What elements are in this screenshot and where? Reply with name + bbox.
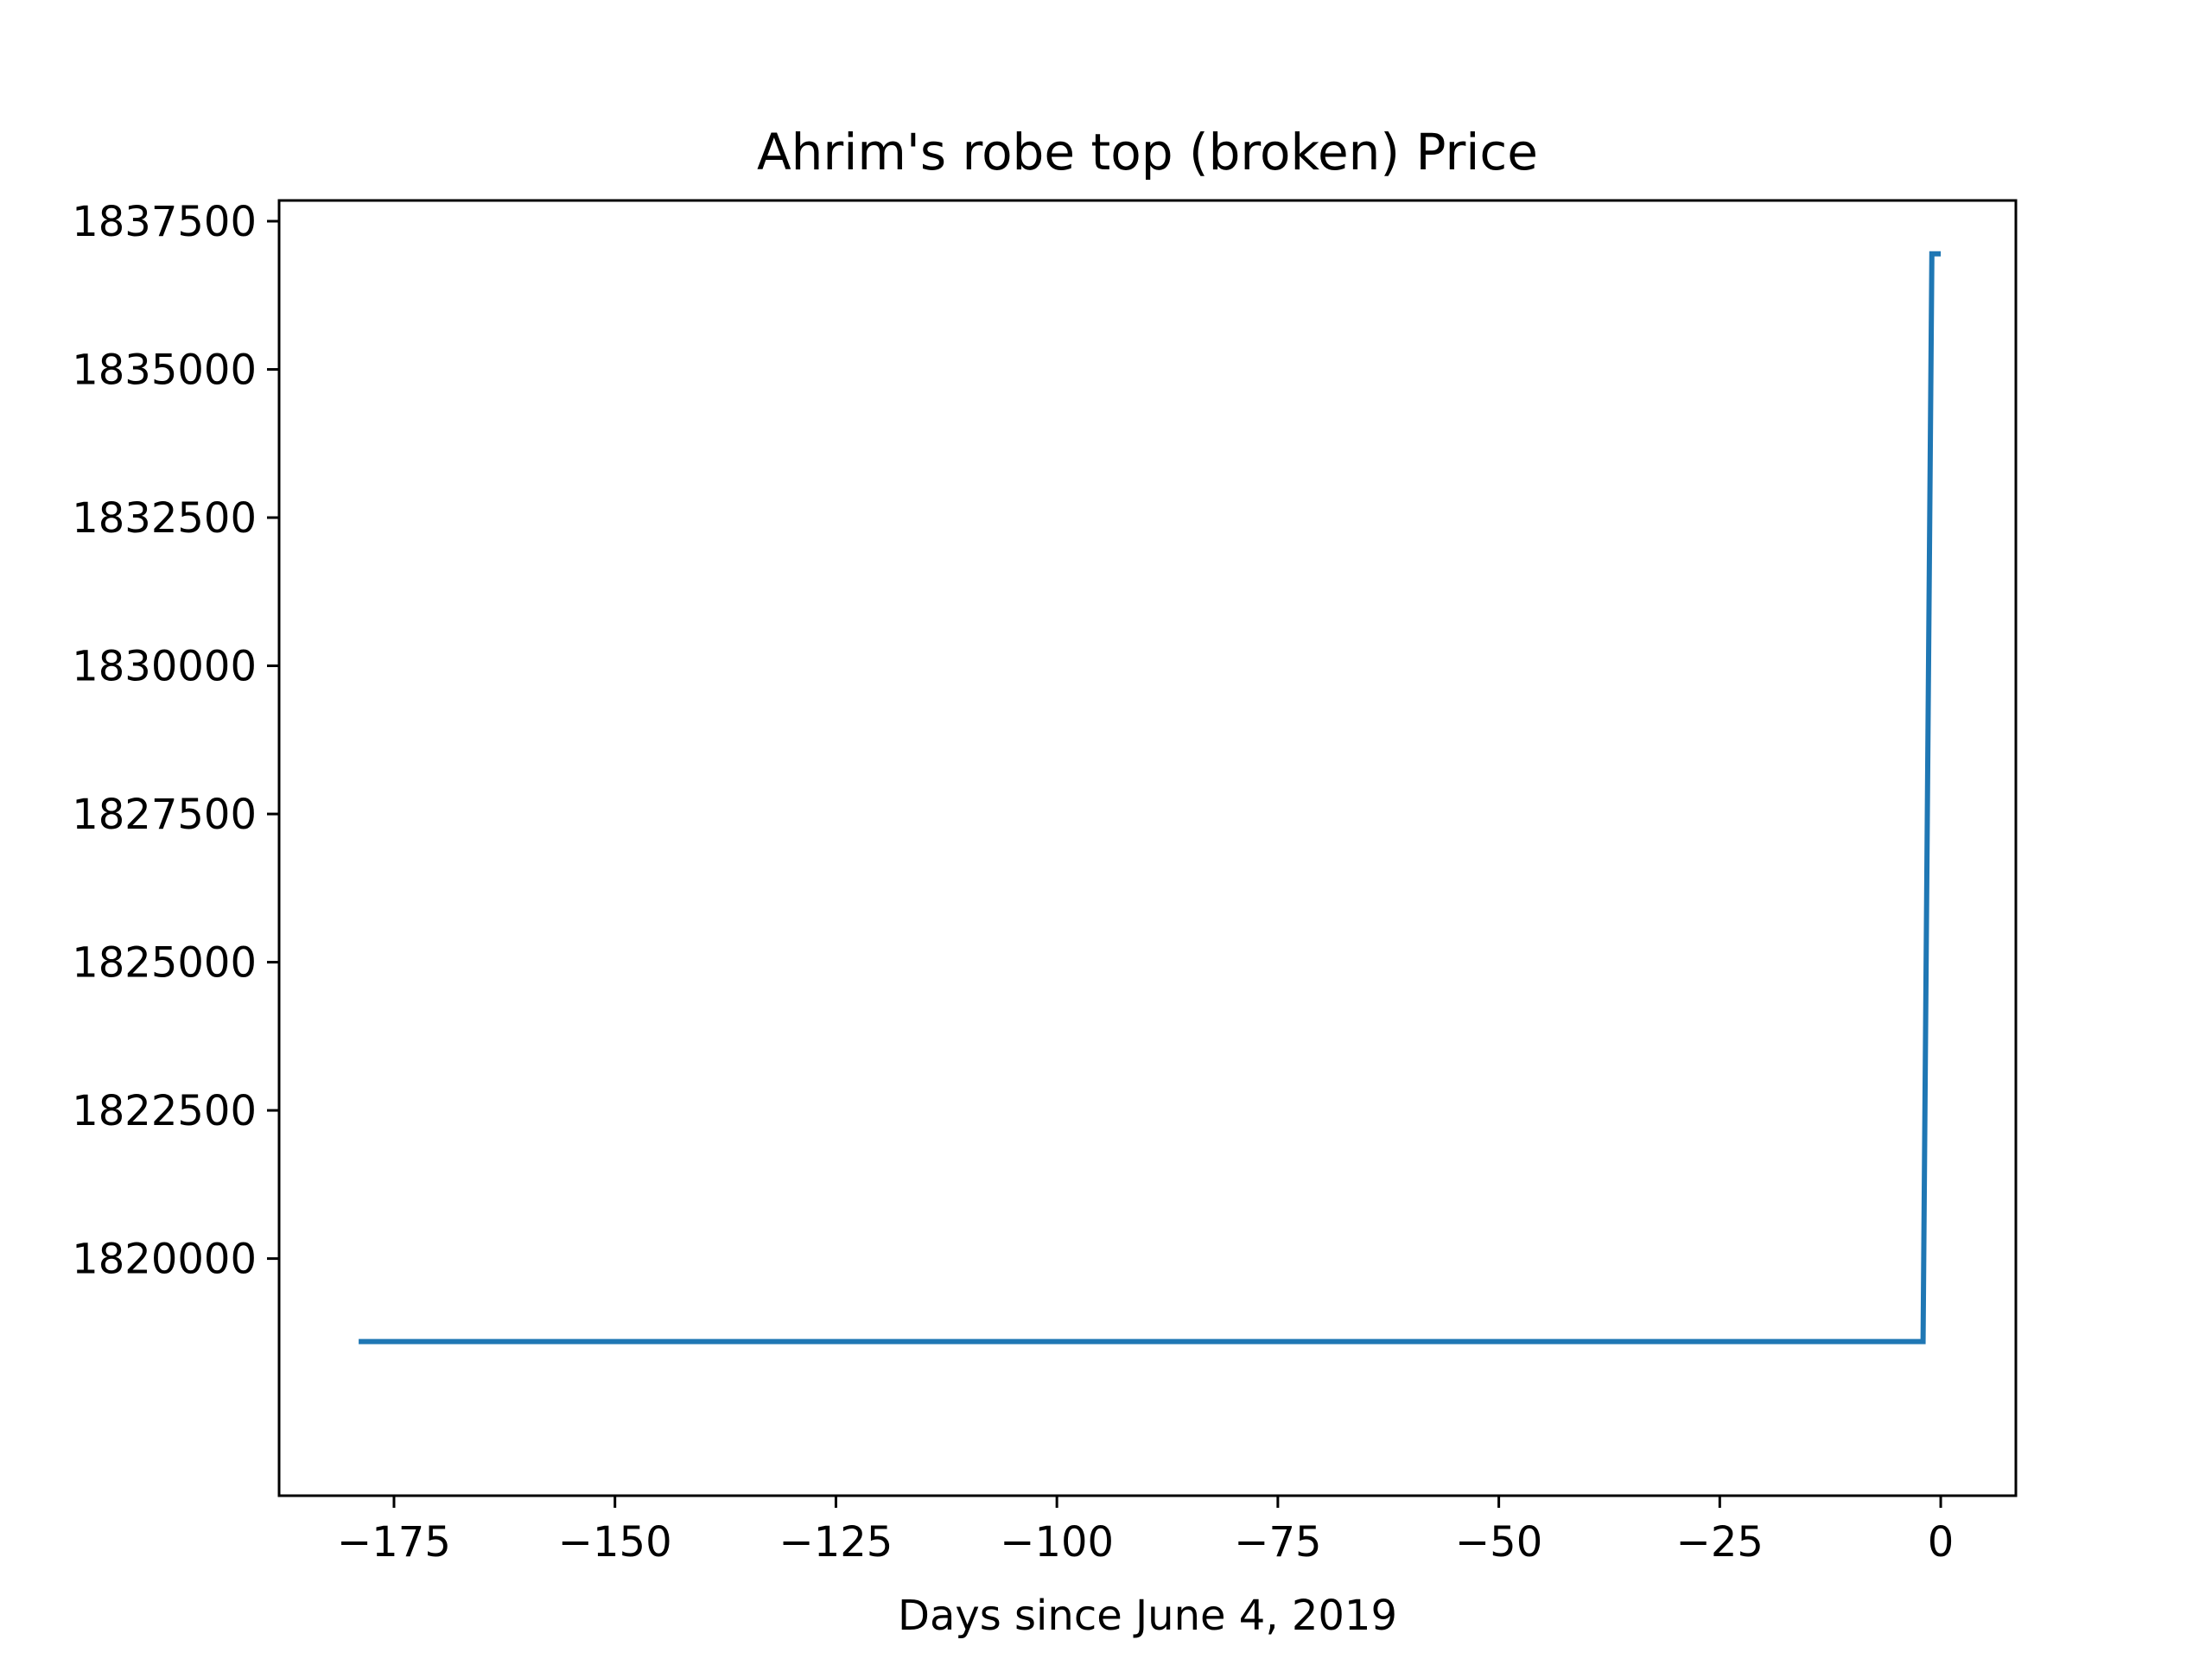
y-tick-label: 1835000 <box>72 346 257 395</box>
plot-frame <box>277 199 2018 1497</box>
y-tick-label: 1822500 <box>72 1087 257 1135</box>
x-tick-label: −75 <box>1234 1518 1321 1567</box>
x-tick-label: −125 <box>779 1518 893 1567</box>
x-tick-label: −25 <box>1676 1518 1764 1567</box>
y-tick-label: 1820000 <box>72 1236 257 1284</box>
y-tick-label: 1832500 <box>72 494 257 543</box>
y-axis: 1820000 1822500 1825000 1827500 1830000 18325… <box>72 198 279 1284</box>
plot-area <box>359 251 1942 1344</box>
x-tick-label: −50 <box>1455 1518 1542 1567</box>
x-axis-label: Days since June 4, 2019 <box>898 1592 1397 1640</box>
chart-title: Ahrim's robe top (broken) Price <box>757 123 1538 181</box>
y-tick-label: 1827500 <box>72 791 257 839</box>
x-tick-label: −175 <box>337 1518 451 1567</box>
y-tick-label: 1837500 <box>72 198 257 246</box>
x-tick-label: −150 <box>558 1518 672 1567</box>
series-line-0 <box>359 251 1942 1344</box>
y-tick-label: 1830000 <box>72 643 257 691</box>
x-tick-label: 0 <box>1928 1518 1955 1567</box>
y-tick-label: 1825000 <box>72 939 257 988</box>
x-axis: −175 −150 −125 −100 −75 −50 −25 0 <box>337 1496 1954 1567</box>
x-tick-label: −100 <box>1000 1518 1114 1567</box>
